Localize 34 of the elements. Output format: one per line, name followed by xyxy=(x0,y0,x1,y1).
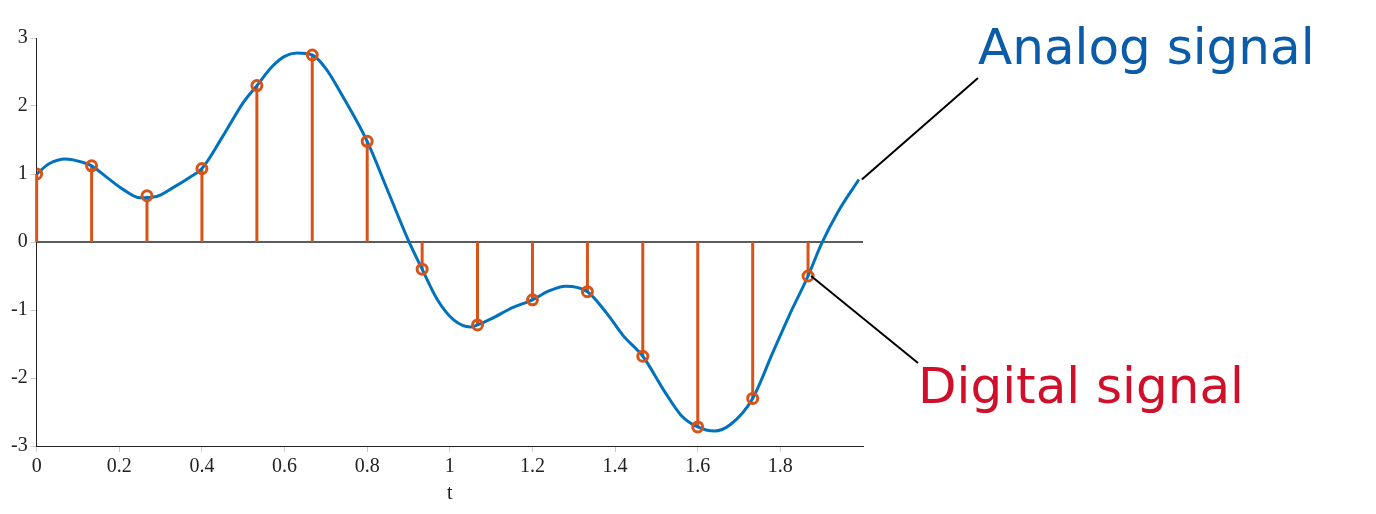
x-tick-label: 1.6 xyxy=(685,454,711,477)
point xyxy=(636,349,650,363)
x-tick-label: 1.4 xyxy=(602,454,628,477)
x-tick-label: 0.8 xyxy=(354,454,380,477)
y-tick-label: -3 xyxy=(10,433,28,456)
point xyxy=(525,293,539,307)
point xyxy=(360,134,374,148)
x-tick-label: 1.8 xyxy=(767,454,793,477)
x-tick-label: 1.2 xyxy=(519,454,545,477)
point xyxy=(691,420,705,434)
x-tick-label: 0.2 xyxy=(106,454,132,477)
y-tick-label: 2 xyxy=(17,93,28,116)
text: Digital signal xyxy=(918,356,1244,415)
x-tick-label: 0.6 xyxy=(272,454,298,477)
point xyxy=(305,48,319,62)
y-tick-label: 1 xyxy=(17,161,28,184)
point xyxy=(801,269,815,283)
point xyxy=(415,262,429,276)
x-axis-title: t xyxy=(447,481,454,504)
point xyxy=(746,391,760,405)
x-tick-label: 0 xyxy=(31,454,42,477)
point xyxy=(580,285,594,299)
y-tick-label: 0 xyxy=(17,229,28,252)
point xyxy=(471,318,485,332)
y-tick-label: -2 xyxy=(10,365,28,388)
text: Analog signal xyxy=(978,17,1315,76)
x-tick-label: 1 xyxy=(444,454,455,477)
y-tick-label: 3 xyxy=(17,25,28,48)
point xyxy=(140,189,154,203)
y-tick-label: -1 xyxy=(10,297,28,320)
point xyxy=(195,162,209,176)
point xyxy=(85,159,99,173)
x-tick-label: 0.4 xyxy=(189,454,215,477)
point xyxy=(250,79,264,93)
